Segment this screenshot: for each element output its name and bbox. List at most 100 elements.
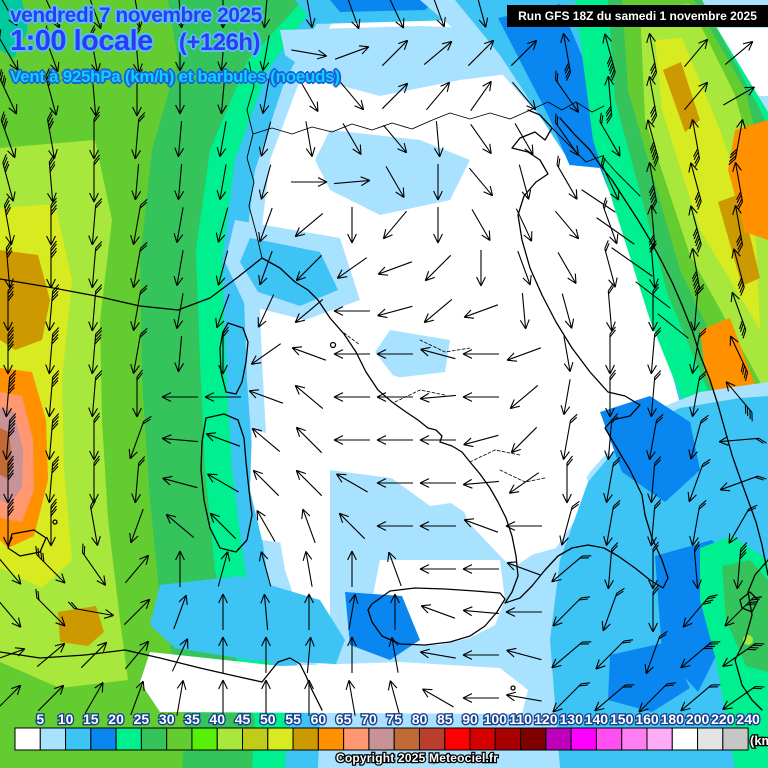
scale-cell <box>191 727 218 751</box>
wind-arrow <box>561 293 575 329</box>
wind-arrow <box>730 291 747 339</box>
wind-arrow <box>601 587 625 632</box>
wind-arrow <box>506 647 542 661</box>
wind-arrow <box>419 648 456 659</box>
wind-arrow <box>294 212 324 238</box>
wind-arrow <box>46 111 58 160</box>
wind-arrow <box>291 346 327 361</box>
scale-cell <box>697 727 724 751</box>
wind-arrow <box>132 68 143 117</box>
wind-arrow <box>342 123 362 156</box>
wind-arrow <box>728 118 746 166</box>
wind-arrow <box>89 25 101 74</box>
wind-arrow <box>515 208 533 242</box>
wind-arrow <box>0 111 17 159</box>
wind-arrow <box>682 594 718 628</box>
wind-arrow <box>462 392 499 402</box>
wind-arrow <box>419 478 456 488</box>
wind-arrow <box>295 254 323 282</box>
wind-arrow <box>131 112 146 160</box>
wind-arrow <box>46 240 57 289</box>
wind-arrow <box>692 541 702 590</box>
wind-arrow <box>88 241 103 289</box>
wind-arrow <box>251 427 281 453</box>
wind-arrow <box>605 326 616 375</box>
wind-arrow <box>295 469 323 497</box>
wind-arrow <box>377 305 413 319</box>
scale-label: 20 <box>108 711 124 727</box>
wind-arrow <box>511 81 537 111</box>
wind-arrow <box>89 154 100 203</box>
scale-label: 150 <box>610 711 634 727</box>
wind-arrow <box>648 584 659 633</box>
wind-arrow <box>258 121 272 157</box>
scale-cell <box>570 727 597 751</box>
wind-arrow <box>554 113 580 156</box>
wind-arrow <box>722 642 765 668</box>
wind-arrow <box>689 370 707 418</box>
wind-arrow <box>88 284 103 332</box>
wind-arrow <box>556 155 578 200</box>
wind-arrow <box>3 197 15 246</box>
wind-arrow <box>2 413 17 461</box>
wind-arrow <box>649 240 659 289</box>
wind-arrow <box>733 542 748 590</box>
wind-arrow <box>339 81 365 111</box>
wind-arrow <box>433 164 443 201</box>
wind-arrow <box>161 434 198 445</box>
scale-cell <box>621 727 648 751</box>
wind-arrow <box>514 123 534 156</box>
wind-arrow <box>333 435 370 445</box>
wind-arrow <box>252 469 280 497</box>
wind-arrow <box>0 29 19 71</box>
wind-arrow <box>421 688 454 708</box>
wind-arrow <box>638 682 677 713</box>
speed-region <box>0 0 28 58</box>
speed-region <box>140 652 528 714</box>
scale-cell <box>39 727 67 751</box>
wind-arrow <box>732 161 744 210</box>
wind-arrow <box>518 164 532 200</box>
wind-arrow <box>250 343 282 365</box>
wind-arrow <box>348 593 359 630</box>
wind-arrow <box>680 641 721 669</box>
scale-cell <box>520 727 547 751</box>
wind-arrow <box>175 0 186 29</box>
wind-arrow <box>647 499 662 547</box>
wind-arrow <box>131 164 142 201</box>
wind-arrow <box>468 167 494 197</box>
wind-arrow <box>554 210 580 240</box>
wind-arrow <box>89 0 103 30</box>
wind-arrow <box>347 0 361 30</box>
scale-label: 75 <box>386 711 402 727</box>
wind-arrow <box>433 207 443 244</box>
wind-arrow <box>470 123 492 155</box>
wind-arrow <box>470 80 492 112</box>
coastline-segment <box>246 61 263 259</box>
wind-arrow <box>604 75 614 124</box>
run-info-box: Run GFS 18Z du samedi 1 novembre 2025 <box>507 5 768 27</box>
color-scale: 5 10 15 20 25 30 35 40 45 50 55 60 65 70 75 80 85 90 100 11… <box>14 710 761 751</box>
wind-arrow <box>162 475 198 489</box>
wind-arrow <box>258 164 272 200</box>
wind-arrow <box>557 252 577 285</box>
param-line: Vent à 925hPa (km/h) et barbules (noeuds… <box>10 67 340 86</box>
wind-arrow <box>347 207 357 244</box>
wind-arrow <box>433 0 446 28</box>
wind-arrow <box>89 412 100 461</box>
wind-arrow <box>724 40 754 66</box>
scale-cell <box>242 727 269 751</box>
wind-arrow <box>260 0 271 29</box>
scale-cell <box>671 727 699 751</box>
scale-label: 65 <box>336 711 352 727</box>
coastline-segment <box>551 127 641 197</box>
wind-arrow <box>510 426 538 454</box>
scale-label: 130 <box>560 711 584 727</box>
scale-label: 60 <box>311 711 327 727</box>
wind-arrow <box>389 0 405 29</box>
wind-arrow <box>505 607 542 617</box>
wind-arrow <box>347 550 357 587</box>
scale-cell <box>90 727 117 751</box>
wind-arrow <box>259 78 270 115</box>
